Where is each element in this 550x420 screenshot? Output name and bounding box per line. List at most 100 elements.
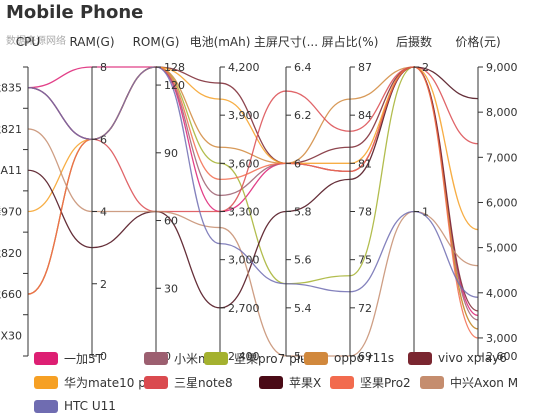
- legend-item[interactable]: 坚果Pro2: [330, 374, 411, 390]
- axis-tick-label: 0: [100, 350, 107, 363]
- axis-tick-label: 4,200: [228, 61, 260, 74]
- axis-tick-label: 8: [100, 61, 107, 74]
- axis-tick-label: 6.4: [294, 61, 312, 74]
- axis-3[interactable]: 电池(mAh) 2,400 2,700 3,000 3,300 3,600 3,900 4,2…: [190, 35, 260, 363]
- axis-0[interactable]: CPU Helio X30 骁龙660 骁龙820 麒麟970 A11 骁龙821 骁龙835: [0, 35, 40, 357]
- legend-swatch: [34, 399, 58, 413]
- axis-tick-label: 81: [358, 157, 372, 170]
- legend-label: 坚果Pro2: [360, 375, 411, 390]
- series-line-0[interactable]: [27, 66, 479, 317]
- axis-name: 后摄数: [396, 34, 432, 49]
- axis-tick-label: 6.2: [294, 109, 312, 122]
- axis-tick-label: 骁龙660: [0, 287, 22, 301]
- series-line-8[interactable]: [27, 66, 479, 339]
- axis-tick-label: 3,000: [486, 332, 518, 345]
- axis-tick-label: 6: [294, 157, 301, 170]
- axis-2[interactable]: ROM(G)0306090120128: [133, 35, 185, 363]
- axis-tick-label: A11: [0, 164, 22, 177]
- axis-tick-label: 90: [164, 147, 178, 160]
- legend-swatch: [144, 375, 168, 389]
- axis-4[interactable]: 主屏尺寸(...5.25.45.65.866.26.4: [254, 35, 318, 363]
- axis-tick-label: 5.6: [294, 254, 312, 267]
- axis-tick-label: 5.4: [294, 302, 312, 315]
- legend-label: 苹果X: [289, 375, 322, 390]
- axis-tick-label: 骁龙820: [0, 246, 22, 260]
- axis-tick-label: 骁龙821: [0, 122, 22, 136]
- series-line-4[interactable]: [27, 66, 479, 312]
- axis-tick-label: 120: [164, 79, 185, 92]
- legend-swatch: [420, 375, 444, 389]
- axis-tick-label: 2,700: [228, 302, 260, 315]
- axis-tick-label: 6: [100, 133, 107, 146]
- axis-tick-label: 60: [164, 215, 178, 228]
- legend-item[interactable]: 苹果X: [259, 374, 321, 390]
- legend-swatch: [34, 351, 58, 365]
- legend-swatch: [34, 375, 58, 389]
- legend-swatch: [144, 351, 168, 365]
- legend-item[interactable]: vivo xplay6: [408, 350, 507, 366]
- axis-5[interactable]: 屏占比(%) 69 72 75 78 81 84 87: [322, 34, 379, 363]
- axis-name: 屏占比(%): [322, 34, 379, 49]
- legend-item[interactable]: HTC U11: [34, 398, 116, 414]
- chart-subtitle: 数据来源网络: [6, 36, 66, 47]
- legend-item[interactable]: 中兴Axon M: [420, 374, 518, 390]
- axis-tick-label: 30: [164, 282, 178, 295]
- axis-tick-label: 麒麟970: [0, 205, 22, 219]
- axis-tick-label: 2,600: [486, 350, 518, 363]
- legend-item[interactable]: 华为mate10 pro: [34, 374, 158, 390]
- axis-layer: CPU Helio X30 骁龙660 骁龙820 麒麟970 A11 骁龙821 骁龙835…: [0, 34, 518, 363]
- axis-tick-label: Helio X30: [0, 329, 22, 342]
- axis-1[interactable]: RAM(G) 0 2 4 6 8: [69, 35, 114, 363]
- axis-tick-label: 骁龙835: [0, 81, 22, 95]
- axis-tick-label: 87: [358, 61, 372, 74]
- axis-7[interactable]: 价格(元) 2,600 3,000 4,000 5,000 6,000 7,000 8,000…: [455, 34, 517, 363]
- legend-swatch: [304, 351, 328, 365]
- axis-tick-label: 75: [358, 254, 372, 267]
- legend-item[interactable]: oppo r11s: [304, 350, 394, 366]
- axis-tick-label: 5,000: [486, 242, 518, 255]
- axis-name: RAM(G): [69, 35, 114, 49]
- axis-tick-label: 72: [358, 302, 372, 315]
- axis-tick-label: 3,900: [228, 109, 260, 122]
- legend-label: 一加5T: [64, 351, 103, 366]
- axis-name: 价格(元): [455, 34, 500, 49]
- legend-label: 坚果pro7 plus: [234, 351, 314, 366]
- axis-tick-label: 2: [100, 278, 107, 291]
- axis-tick-label: 69: [358, 350, 372, 363]
- axis-tick-label: 2,400: [228, 350, 260, 363]
- axis-tick-label: 4,000: [486, 287, 518, 300]
- axis-tick-label: 3,300: [228, 206, 260, 219]
- legend-label: 中兴Axon M: [450, 375, 519, 390]
- chart-title: Mobile Phone: [6, 2, 144, 23]
- axis-tick-label: 2: [422, 61, 429, 74]
- axis-name: 电池(mAh): [190, 35, 251, 49]
- axis-name: CPU: [16, 35, 40, 49]
- axis-tick-label: 3,000: [228, 254, 260, 267]
- legend-swatch: [330, 375, 354, 389]
- axis-tick-label: 128: [164, 61, 185, 74]
- axis-name: ROM(G): [133, 35, 180, 49]
- legend-label: vivo xplay6: [438, 351, 507, 365]
- legend-swatch: [259, 375, 283, 389]
- axis-tick-label: 9,000: [486, 61, 518, 74]
- axis-tick-label: 84: [358, 109, 372, 122]
- axis-tick-label: 78: [358, 206, 372, 219]
- axis-tick-label: 4: [100, 206, 107, 219]
- legend-label: oppo r11s: [334, 351, 395, 365]
- legend-swatch: [204, 351, 228, 365]
- legend-item[interactable]: 三星note8: [144, 374, 233, 390]
- axis-tick-label: 6,000: [486, 196, 518, 209]
- axis-tick-label: 5.8: [294, 206, 312, 219]
- legend-swatch: [408, 351, 432, 365]
- axis-tick-label: 3,600: [228, 157, 260, 170]
- legend-label: HTC U11: [64, 399, 116, 413]
- axis-tick-label: 8,000: [486, 106, 518, 119]
- legend-label: 华为mate10 pro: [64, 375, 158, 390]
- legend-label: 三星note8: [174, 375, 233, 390]
- legend-item[interactable]: 坚果pro7 plus: [204, 350, 314, 366]
- legend-item[interactable]: 一加5T: [34, 350, 103, 366]
- axis-name: 主屏尺寸(...: [254, 35, 318, 49]
- series-line-1[interactable]: [27, 66, 479, 321]
- series-line-10[interactable]: [27, 66, 479, 298]
